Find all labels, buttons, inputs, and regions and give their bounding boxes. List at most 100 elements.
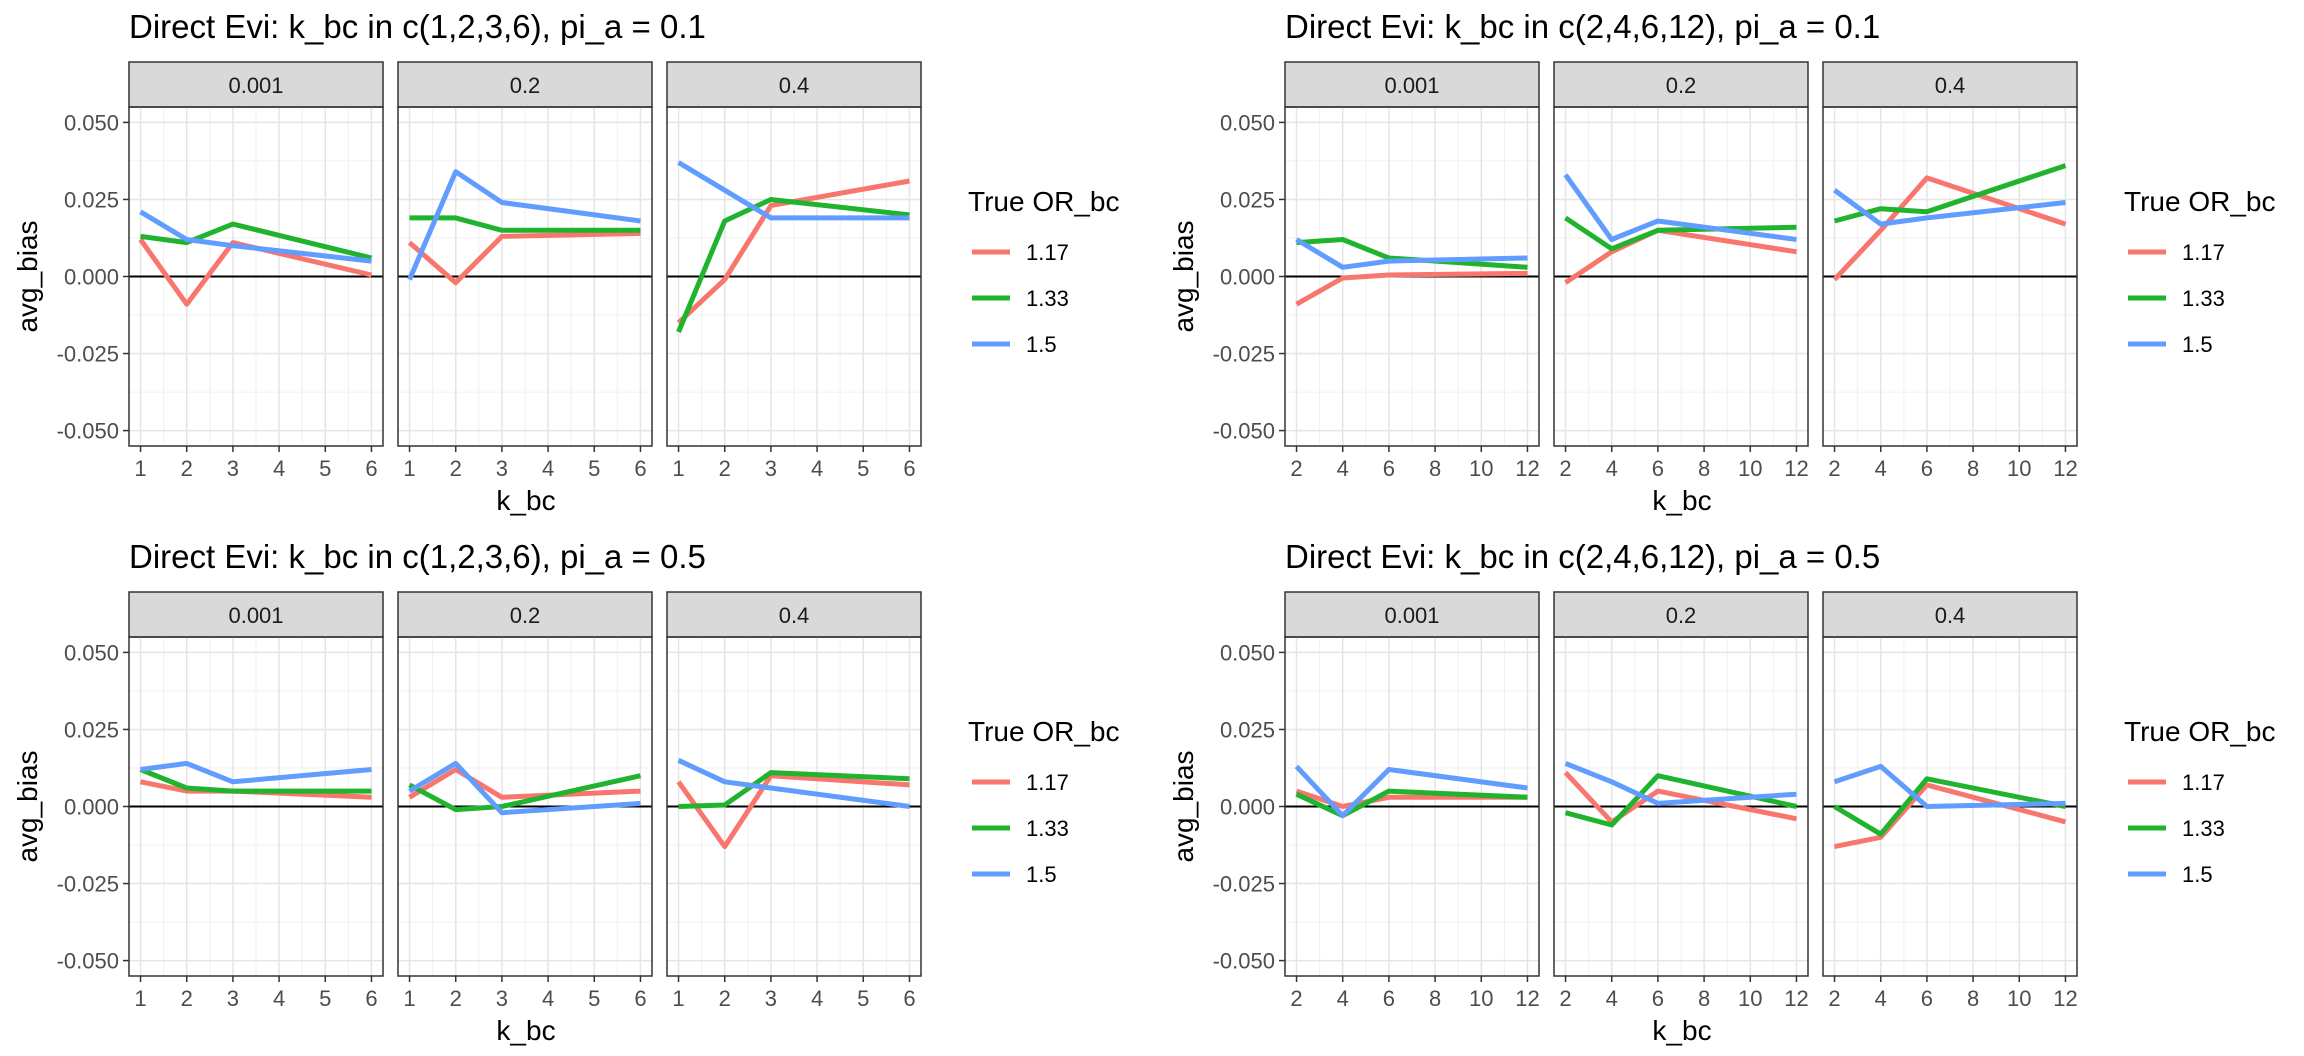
x-tick-label: 10 [2007, 456, 2031, 481]
series-line-1.17 [1295, 270, 1528, 307]
x-tick-label: 6 [1652, 986, 1664, 1011]
series-line-1.17 [676, 773, 910, 850]
x-tick-label: 2 [181, 456, 193, 481]
series-line-1.5 [139, 209, 372, 264]
y-tick-label: 0.025 [1220, 717, 1275, 742]
legend: True OR_bc 1.17 1.33 1.5 [968, 186, 1119, 357]
x-tick-label: 2 [719, 986, 731, 1011]
series-line-1.5 [677, 758, 910, 809]
facet-panel-0.2: 0.2 2 4 6 8 10 12 [1553, 591, 1809, 1011]
legend-label-1.17: 1.17 [2182, 770, 2225, 795]
facet-panel-0.4: 0.4 2 4 6 8 10 12 [1822, 591, 2078, 1011]
x-tick-label: 12 [2053, 986, 2077, 1011]
x-tick-label: 8 [1429, 986, 1441, 1011]
x-tick-label: 12 [1515, 986, 1539, 1011]
series-line-1.17 [1832, 175, 2067, 282]
facet-strip-label: 0.4 [779, 73, 810, 98]
legend-label-1.33: 1.33 [1026, 816, 1069, 841]
facet-panel-0.4: 0.4 1 2 3 4 5 6 [666, 591, 922, 1011]
x-tick-label: 4 [1875, 456, 1887, 481]
y-tick-label: 0.000 [64, 265, 119, 290]
y-tick-label: 0.025 [64, 187, 119, 212]
facet-panel-0.4: 0.4 1 2 3 4 5 6 [666, 61, 922, 481]
series-line-1.33 [139, 767, 372, 794]
legend-label-1.5: 1.5 [2182, 332, 2213, 357]
series-line-1.33 [1564, 773, 1798, 828]
x-tick-label: 6 [634, 986, 646, 1011]
x-tick-label: 8 [1429, 456, 1441, 481]
x-tick-label: 5 [319, 986, 331, 1011]
facet-strip [1553, 591, 1809, 638]
facet-strip-label: 0.001 [1384, 73, 1439, 98]
legend-label-1.5: 1.5 [2182, 862, 2213, 887]
x-tick-label: 1 [134, 456, 146, 481]
series-line-1.17 [138, 238, 373, 307]
y-axis-title: avg_bias [12, 220, 43, 332]
facet-strip [128, 591, 384, 638]
facet-strip-label: 0.4 [1935, 73, 1966, 98]
chart-block-3: Direct Evi: k_bc in c(1,2,3,6), pi_a = 0… [12, 538, 1119, 1046]
series-line-1.33 [409, 215, 641, 233]
x-tick-label: 3 [765, 456, 777, 481]
x-axis-title: k_bc [496, 485, 555, 516]
x-tick-label: 2 [1559, 456, 1571, 481]
series-line-1.5 [1563, 173, 1797, 242]
facet-strip [1284, 61, 1540, 108]
series-line-1.33 [1833, 163, 2067, 224]
legend-label-1.17: 1.17 [2182, 240, 2225, 265]
x-tick-label: 6 [1652, 456, 1664, 481]
x-tick-label: 10 [1738, 986, 1762, 1011]
panel-border [1822, 106, 2078, 447]
y-tick-label: 0.050 [1220, 110, 1275, 135]
legend-label-1.17: 1.17 [1026, 240, 1069, 265]
series-line-1.5 [1833, 188, 2066, 227]
x-tick-label: 10 [1738, 456, 1762, 481]
x-tick-label: 8 [1698, 986, 1710, 1011]
x-tick-label: 4 [1337, 986, 1349, 1011]
x-tick-label: 12 [1784, 986, 1808, 1011]
x-tick-label: 10 [2007, 986, 2031, 1011]
y-tick-label: -0.025 [1213, 872, 1275, 897]
y-axis-title: avg_bias [1168, 750, 1199, 862]
facet-strip-label: 0.2 [1666, 73, 1697, 98]
chart-block-2: Direct Evi: k_bc in c(2,4,6,12), pi_a = … [1168, 8, 2275, 516]
y-tick-label: -0.025 [1213, 342, 1275, 367]
x-tick-label: 2 [1828, 456, 1840, 481]
x-tick-label: 2 [1828, 986, 1840, 1011]
x-tick-label: 6 [903, 986, 915, 1011]
facet-strip-label: 0.2 [1666, 603, 1697, 628]
legend: True OR_bc 1.17 1.33 1.5 [2124, 716, 2275, 887]
chart-title: Direct Evi: k_bc in c(2,4,6,12), pi_a = … [1285, 538, 1880, 575]
x-tick-label: 3 [227, 456, 239, 481]
y-tick-label: -0.050 [57, 419, 119, 444]
legend-title: True OR_bc [968, 186, 1119, 217]
series-line-1.5 [140, 760, 372, 785]
panel-border [1553, 636, 1809, 977]
panel-border [128, 636, 384, 977]
x-tick-label: 1 [672, 456, 684, 481]
facet-panel-0.4: 0.4 2 4 6 8 10 12 [1822, 61, 2078, 481]
x-tick-label: 8 [1967, 986, 1979, 1011]
y-tick-label: 0.050 [64, 110, 119, 135]
facet-strip-label: 0.4 [1935, 603, 1966, 628]
x-tick-label: 1 [403, 986, 415, 1011]
legend-title: True OR_bc [2124, 186, 2275, 217]
panel-border [128, 106, 384, 447]
facet-panel-0.001: 0.001 2 4 6 8 10 12 [1284, 61, 1540, 481]
x-tick-label: 12 [1515, 456, 1539, 481]
x-tick-label: 10 [1469, 986, 1493, 1011]
legend-title: True OR_bc [968, 716, 1119, 747]
series-line-1.17 [408, 767, 641, 800]
x-tick-label: 2 [450, 986, 462, 1011]
x-tick-label: 3 [496, 986, 508, 1011]
x-tick-label: 8 [1967, 456, 1979, 481]
x-tick-label: 2 [1559, 986, 1571, 1011]
y-tick-label: 0.050 [1220, 640, 1275, 665]
series-line-1.5 [407, 169, 641, 281]
x-tick-label: 2 [719, 456, 731, 481]
y-axis-title: avg_bias [1168, 220, 1199, 332]
x-tick-label: 5 [857, 986, 869, 1011]
y-axis-title: avg_bias [12, 750, 43, 862]
x-tick-label: 6 [365, 986, 377, 1011]
